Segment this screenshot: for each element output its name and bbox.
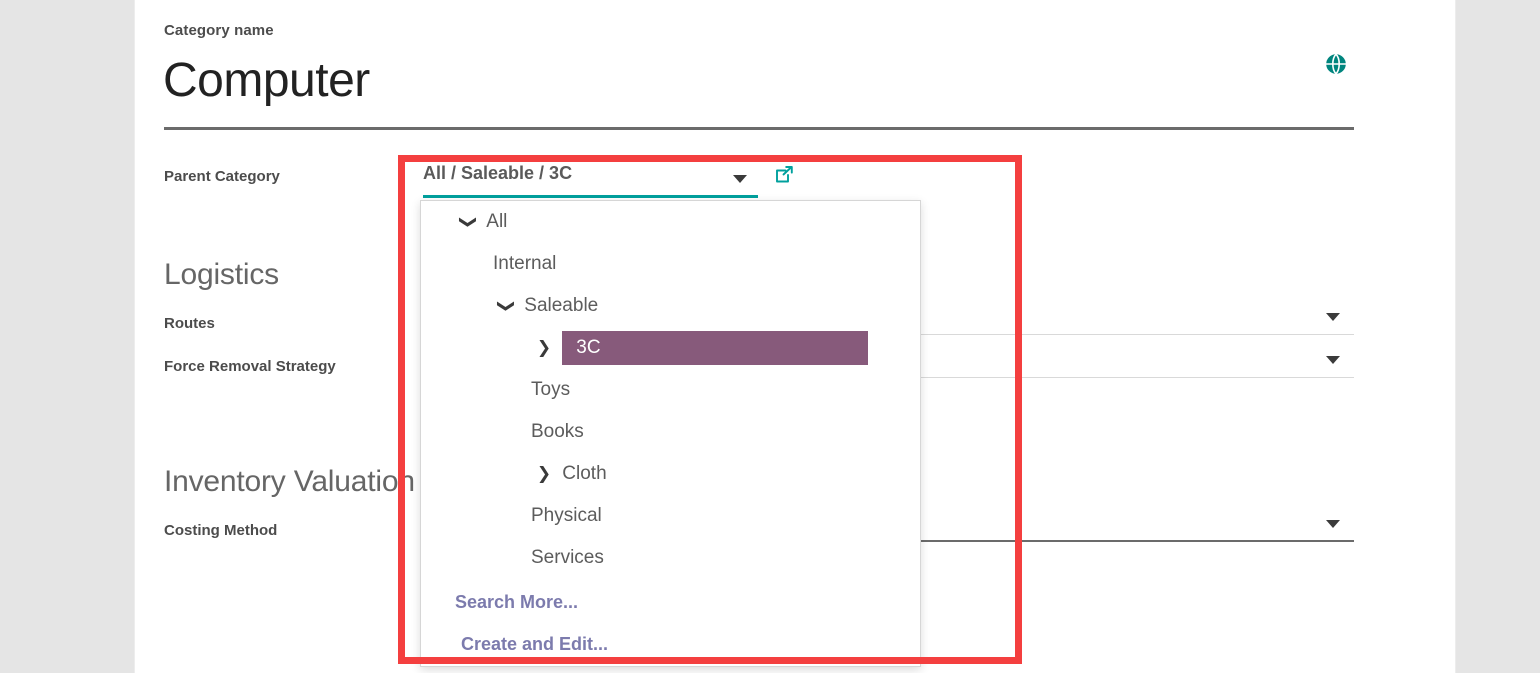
dropdown-action-create-and-edit[interactable]: Create and Edit...	[421, 623, 920, 665]
title-underline	[164, 127, 1354, 130]
dropdown-item-3c[interactable]: ❯ 3C	[421, 327, 920, 369]
section-title-logistics: Logistics	[164, 258, 279, 291]
section-title-inventory-valuation: Inventory Valuation	[164, 465, 415, 498]
dropdown-item-label: Books	[531, 421, 584, 442]
external-link-icon[interactable]	[773, 164, 795, 186]
page-title[interactable]: Computer	[163, 54, 370, 107]
dropdown-item-label: Services	[531, 547, 604, 568]
dropdown-item-toys[interactable]: Toys	[421, 369, 920, 411]
parent-category-dropdown[interactable]: ❯ All Internal ❯ Saleable ❯ 3C Toys	[420, 200, 921, 667]
dropdown-item-label: All	[486, 211, 508, 232]
dropdown-item-books[interactable]: Books	[421, 411, 920, 453]
field-label-force-removal-strategy: Force Removal Strategy	[164, 358, 336, 375]
chevron-down-icon[interactable]	[1326, 313, 1340, 321]
form-sheet: Category name Computer Parent Category A…	[135, 0, 1455, 673]
dropdown-item-label: Internal	[493, 253, 557, 274]
dropdown-item-all[interactable]: ❯ All	[421, 201, 920, 243]
dropdown-item-label: 3C	[562, 331, 869, 365]
dropdown-action-label: Create and Edit...	[461, 634, 609, 654]
dropdown-item-physical[interactable]: Physical	[421, 495, 920, 537]
dropdown-item-label: Cloth	[562, 463, 607, 484]
field-label-costing-method: Costing Method	[164, 522, 278, 539]
dropdown-item-saleable[interactable]: ❯ Saleable	[421, 285, 920, 327]
chevron-right-icon[interactable]: ❯	[536, 464, 552, 483]
dropdown-item-label: Toys	[531, 379, 571, 400]
input-focus-underline	[423, 195, 758, 198]
parent-category-label: Parent Category	[164, 168, 280, 185]
dropdown-item-label: Saleable	[524, 295, 599, 316]
chevron-down-icon[interactable]	[1326, 520, 1340, 528]
globe-icon[interactable]	[1322, 50, 1350, 78]
chevron-right-icon[interactable]: ❯	[536, 338, 552, 357]
category-name-label: Category name	[164, 22, 274, 39]
dropdown-item-internal[interactable]: Internal	[421, 243, 920, 285]
dropdown-item-label: Physical	[531, 505, 602, 526]
dropdown-action-label: Search More...	[455, 592, 579, 612]
chevron-down-icon[interactable]	[1326, 356, 1340, 364]
parent-category-value: All / Saleable / 3C	[423, 163, 573, 183]
dropdown-action-search-more[interactable]: Search More...	[421, 581, 920, 623]
field-label-routes: Routes	[164, 315, 215, 332]
dropdown-option-list: ❯ All Internal ❯ Saleable ❯ 3C Toys	[421, 201, 920, 579]
chevron-down-icon[interactable]	[733, 175, 747, 183]
parent-category-input[interactable]: All / Saleable / 3C	[423, 163, 758, 198]
chevron-down-icon[interactable]: ❯	[459, 214, 478, 230]
chevron-down-icon[interactable]: ❯	[497, 298, 516, 314]
dropdown-item-cloth[interactable]: ❯ Cloth	[421, 453, 920, 495]
dropdown-item-services[interactable]: Services	[421, 537, 920, 579]
